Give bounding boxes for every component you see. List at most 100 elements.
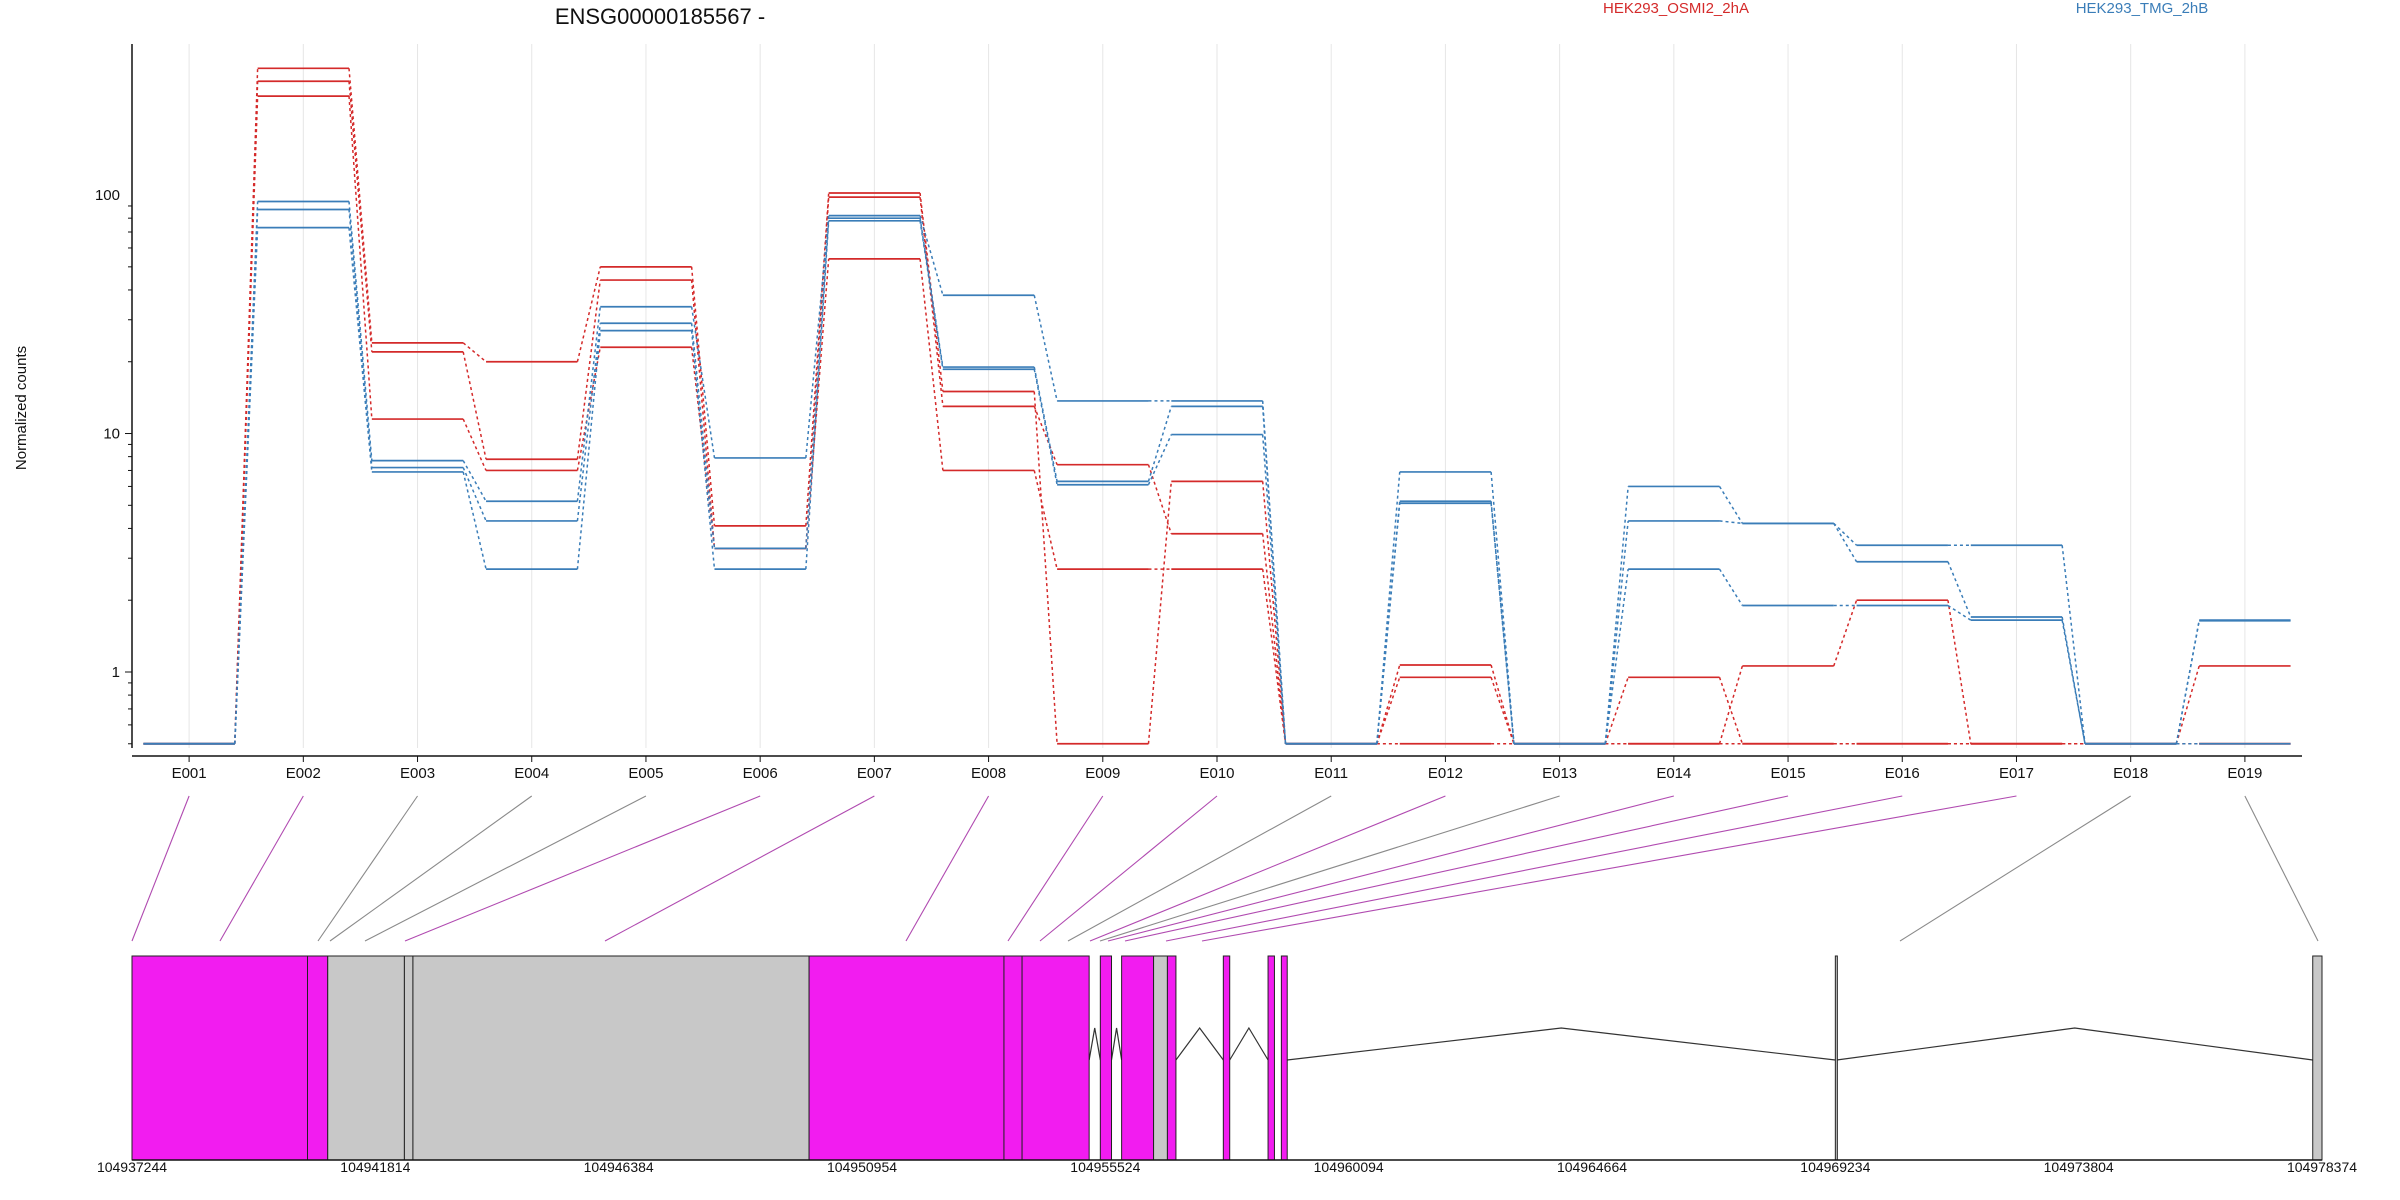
exon-connector: [317, 795, 418, 942]
genomic-tick-label: 104937244: [97, 1159, 167, 1175]
connector-segment: [1147, 481, 1173, 744]
exon-connector: [364, 795, 647, 942]
exon-box: [2312, 955, 2323, 1161]
connector-segment: [1033, 295, 1058, 402]
exon-box: [1222, 955, 1231, 1161]
connector-segment: [690, 306, 716, 459]
legend-item-osmi2: HEK293_OSMI2_2hA: [1603, 0, 1749, 17]
intron-line: [1836, 1027, 2313, 1061]
x-tick-label: E005: [628, 765, 663, 782]
connector-segment: [234, 227, 259, 744]
exon-box: [1166, 955, 1177, 1161]
exon-box: [403, 955, 414, 1161]
connector-segment: [1033, 470, 1058, 570]
x-tick-label: E010: [1199, 765, 1234, 782]
x-tick-label: E003: [400, 765, 435, 782]
connector-segment: [1833, 599, 1858, 667]
x-tick-label: E017: [1999, 765, 2034, 782]
axes: 1 10 100: [95, 44, 2302, 757]
connector-segment: [1833, 522, 1858, 563]
connector-segment: [1604, 677, 1629, 745]
connector-segment: [1719, 520, 1743, 525]
x-tick-label: E012: [1428, 765, 1463, 782]
x-tick-label: E002: [286, 765, 321, 782]
connector-segment: [462, 418, 487, 471]
x-tick-label: E016: [1885, 765, 1920, 782]
connector-segment: [2175, 620, 2200, 744]
grid-lines: [188, 44, 2246, 748]
exon-connector: [1099, 795, 1560, 942]
connector-segment: [1261, 434, 1287, 744]
exon-connector: [1039, 795, 1218, 942]
connector-segment: [576, 330, 602, 570]
connector-segment: [576, 279, 602, 460]
y-axis-label: Normalized counts: [13, 346, 30, 470]
connector-segment: [1718, 568, 1744, 606]
connector-segment: [462, 342, 487, 363]
connector-segment: [1033, 406, 1058, 465]
connector-segment: [348, 201, 373, 461]
intron-line: [1287, 1027, 1836, 1061]
exon-box: [1280, 955, 1288, 1161]
connector-segment: [805, 218, 830, 549]
connector-segment: [1947, 561, 1972, 618]
connector-segment: [1033, 369, 1058, 485]
exon-box: [412, 955, 810, 1161]
genomic-tick-label: 104950954: [827, 1159, 897, 1175]
exon-box: [131, 955, 308, 1161]
connector-segment: [1261, 533, 1287, 744]
x-tick-label: E008: [971, 765, 1006, 782]
connector-segment: [1147, 406, 1173, 482]
exon-connector: [329, 795, 533, 942]
exon-connector: [404, 795, 761, 942]
connector-segment: [1947, 600, 1972, 744]
exon-connector: [131, 795, 190, 942]
connector-segment: [919, 197, 944, 407]
connector-segment: [1718, 677, 1744, 745]
genomic-tick-label: 104955524: [1070, 1159, 1140, 1175]
connector-segment: [690, 347, 716, 549]
exon-connector: [1899, 795, 2131, 942]
connector-segment: [2061, 545, 2086, 744]
exon-box: [1003, 955, 1023, 1161]
x-tick-labels: E001 E002 E003 E004 E005 E006 E007 E008 E009 E010…: [172, 756, 2262, 782]
connector-segment: [1376, 503, 1401, 744]
connector-segment: [1490, 503, 1515, 744]
exon-connector: [1124, 795, 1789, 942]
exon-connector: [2244, 795, 2319, 942]
exon-box: [1121, 955, 1155, 1161]
y-tick-label: 10: [103, 426, 120, 443]
connector-segment: [1261, 406, 1287, 744]
exon-box: [1099, 955, 1113, 1161]
connector-segment: [690, 323, 716, 549]
exon-box: [327, 955, 405, 1161]
x-tick-label: E006: [743, 765, 778, 782]
connector-segment: [1604, 569, 1629, 744]
connector-segment: [919, 218, 944, 368]
exon-box: [1267, 955, 1275, 1161]
x-tick-label: E013: [1542, 765, 1577, 782]
exon-connector: [1165, 795, 1903, 942]
x-tick-label: E014: [1656, 765, 1691, 782]
genomic-tick-label: 104960094: [1314, 1159, 1384, 1175]
connector-segment: [462, 460, 487, 502]
connector-segment: [690, 330, 716, 570]
connector-segment: [1376, 677, 1401, 745]
series-6: [143, 219, 2291, 745]
exon-connectors: [131, 795, 2319, 942]
connector-segment: [1147, 464, 1173, 534]
connector-segment: [348, 68, 373, 343]
chart-title: ENSG00000185567 -: [555, 4, 765, 29]
connector-segment: [1261, 569, 1287, 744]
x-tick-label: E011: [1314, 765, 1348, 782]
legend-item-tmg: HEK293_TMG_2hB: [2076, 0, 2209, 17]
connector-segment: [1833, 522, 1858, 546]
exon-connector: [1089, 795, 1446, 942]
x-tick-label: E001: [172, 765, 207, 782]
x-tick-label: E007: [857, 765, 892, 782]
connector-segment: [576, 266, 601, 362]
exon-connector: [905, 795, 990, 942]
connector-segment: [1718, 665, 1744, 744]
y-tick-label: 100: [95, 187, 120, 204]
exon-connector: [1067, 795, 1332, 942]
